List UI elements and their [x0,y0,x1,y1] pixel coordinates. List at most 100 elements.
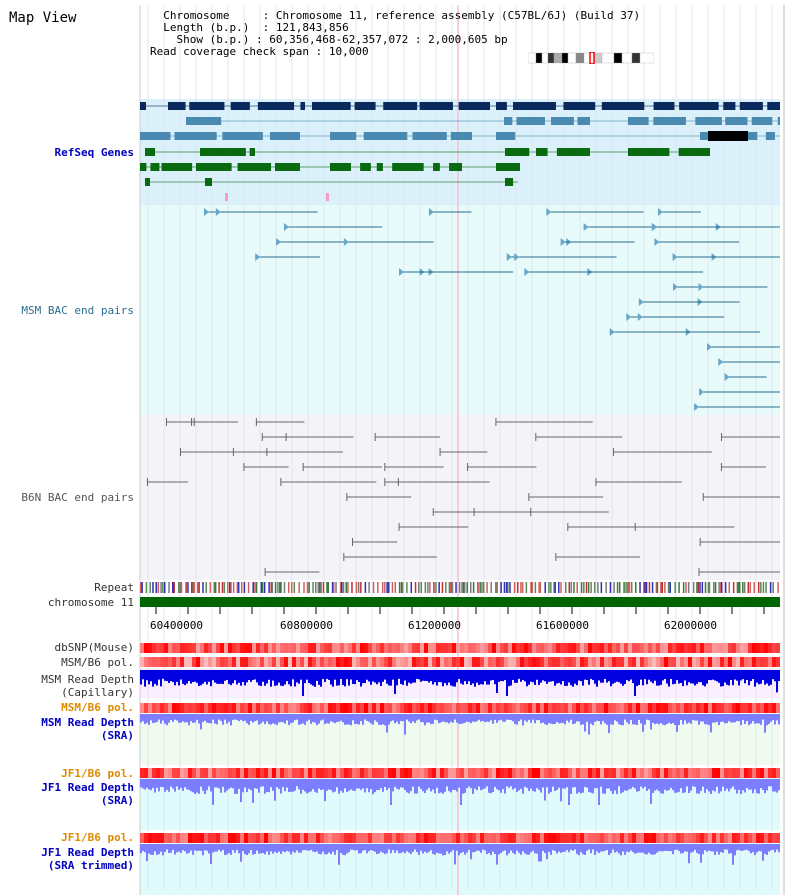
jf1-b6-pol-cell [348,833,352,843]
jf1-b6-pol-cell [444,833,448,843]
repeat-element [458,582,461,593]
msm-capillary-depth-bar [490,670,492,681]
jf1-sra-depth-bar [552,779,554,787]
msm-b6-pol-cell [352,703,356,713]
jf1-sra-depth-bar [358,779,360,789]
msm-b6-pol-cell [604,703,608,713]
jf1-trimmed-depth-bar [302,844,304,851]
dbsnp-cell [272,643,276,653]
msm-sra-depth-bar [336,714,338,723]
jf1-b6-pol-cell [688,833,692,843]
repeat-element [738,582,741,593]
repeat-element [483,582,485,593]
jf1-b6-pol-cell [672,768,676,778]
repeat-element [414,582,417,593]
msm-bac-track-bg [140,205,780,415]
jf1-trimmed-depth-bar [236,844,238,850]
dbsnp-cell [288,643,292,653]
repeat-element [331,582,334,593]
gene-exon [150,163,160,171]
msm-capillary-depth-bar [324,670,326,683]
jf1-trimmed-depth-bar [642,844,644,853]
repeat-element [240,582,243,593]
jf1-sra-depth-bar [494,779,496,787]
gene-exon [505,148,530,156]
repeat-element [630,582,633,593]
jf1-b6-pol-cell [488,768,492,778]
msm-capillary-depth-bar [390,670,392,686]
jf1-trimmed-depth-bar [452,844,454,851]
jf1-trimmed-depth-bar [238,844,240,854]
dbsnp-cell [584,643,588,653]
msm-b6-pol-cell [232,703,236,713]
msm-b6-pol-cell [216,657,220,667]
jf1-trimmed-depth-bar [476,844,478,851]
jf1-b6-pol-cell [324,833,328,843]
msm-capillary-depth-bar [724,670,726,683]
jf1-sra-depth-bar [556,779,558,791]
jf1-b6-pol-cell [680,768,684,778]
msm-b6-pol-cell [288,657,292,667]
msm-capillary-depth-bar [326,670,328,679]
msm-capillary-depth-bar [718,670,720,683]
msm-sra-depth-bar [418,714,420,720]
gene-exon [312,102,351,110]
msm-sra-depth-bar [218,714,220,720]
msm-b6-pol-cell [312,657,316,667]
msm-capillary-depth-bar [536,670,538,680]
jf1-sra-depth-bar [514,779,516,789]
jf1-b6-pol-cell [412,768,416,778]
msm-b6-pol-cell [436,703,440,713]
repeat-element [496,582,498,593]
jf1-sra-depth-bar [356,779,358,789]
jf1-sra-depth-bar [332,779,334,793]
jf1-sra-depth-bar [558,779,560,788]
msm-sra-depth-bar [146,714,148,723]
length-key: Length (b.p.) [163,21,250,34]
jf1-b6-pol-cell [292,833,296,843]
msm-capillary-depth-bar [678,670,680,684]
jf1-b6-pol-cell [464,833,468,843]
msm-b6-pol-cell [564,657,568,667]
jf1-b6-pol-cell [180,833,184,843]
msm-b6-pol-cell [476,657,480,667]
dbsnp-cell [756,643,760,653]
msm-b6-pol-cell [376,703,380,713]
chromosome-ideogram[interactable] [528,52,654,64]
jf1-b6-pol-cell [316,833,320,843]
jf1-sra-depth-bar [248,779,250,789]
gene-exon [200,148,246,156]
repeat-element [230,582,232,593]
jf1-sra-depth-bar [388,779,390,789]
msm-b6-pol-cell [548,657,552,667]
jf1-sra-depth-bar [606,779,608,789]
msm-capillary-depth-bar [776,670,778,693]
msm-b6-pol-cell [208,703,212,713]
jf1-sra-depth-bar [542,779,544,788]
msm-sra-depth-bar [266,714,268,722]
jf1-sra-depth-bar [166,779,168,790]
dbsnp-cell [192,643,196,653]
msm-capillary-depth-bar [322,670,324,680]
repeat-element [593,582,596,593]
dbsnp-cell [340,643,344,653]
jf1-trimmed-depth-bar [566,844,568,851]
jf1-trimmed-depth-bar [284,844,286,853]
repeat-element [685,582,687,593]
msm-b6-pol-cell [288,703,292,713]
jf1-b6-pol-cell [728,768,732,778]
jf1-sra-depth-bar [290,779,292,792]
jf1-trimmed-depth-bar [422,844,424,854]
jf1-b6-pol-cell [640,833,644,843]
jf1-trimmed-depth-bar [242,844,244,852]
msm-capillary-depth-bar [606,670,608,683]
jf1-trimmed-depth-bar [764,844,766,854]
msm-capillary-depth-bar [190,670,192,684]
jf1-trimmed-depth-bar [248,844,250,854]
msm-capillary-depth-bar [722,670,724,687]
jf1-sra-depth-bar [726,779,728,789]
repeat-element [163,582,166,593]
msm-sra-depth-bar [310,714,312,724]
repeat-element [247,582,250,593]
